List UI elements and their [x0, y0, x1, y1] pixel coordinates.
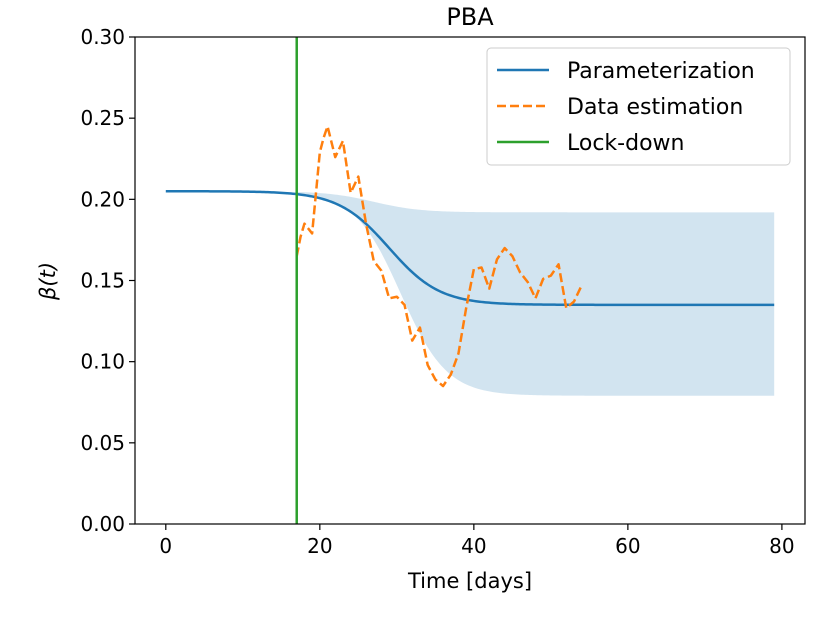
series-parameterization	[165, 189, 775, 307]
y-tick-label: 0.30	[80, 25, 125, 49]
y-tick-label: 0.25	[80, 106, 125, 130]
x-tick-label: 80	[769, 534, 794, 558]
y-axis-title: β(t)	[36, 262, 60, 301]
legend-label-parameterization: Parameterization	[567, 59, 755, 84]
plot-area	[165, 37, 775, 524]
y-tick-label: 0.05	[80, 431, 125, 455]
y-tick-label: 0.00	[80, 512, 125, 536]
y-axis: 0.00 0.05 0.10 0.15 0.20 0.25 0.30	[80, 25, 135, 536]
y-tick-label: 0.20	[80, 187, 125, 211]
chart-title: PBA	[446, 3, 494, 31]
legend-box	[486, 47, 791, 166]
x-tick-label: 0	[159, 534, 172, 558]
x-tick-label: 40	[461, 534, 486, 558]
series-data-estimation	[295, 125, 583, 388]
x-axis: 0 20 40 60 80	[159, 524, 795, 558]
plot-frame	[134, 36, 806, 525]
legend-label-data-estimation: Data estimation	[567, 95, 743, 120]
y-tick-label: 0.10	[80, 350, 125, 374]
y-tick-label: 0.15	[80, 269, 125, 293]
uncertainty-band	[296, 191, 775, 396]
x-axis-title: Time [days]	[407, 569, 532, 593]
legend-label-lockdown: Lock-down	[567, 131, 684, 156]
x-tick-label: 20	[307, 534, 332, 558]
legend: Parameterization Data estimation Lock-do…	[486, 47, 791, 166]
x-tick-label: 60	[615, 534, 640, 558]
